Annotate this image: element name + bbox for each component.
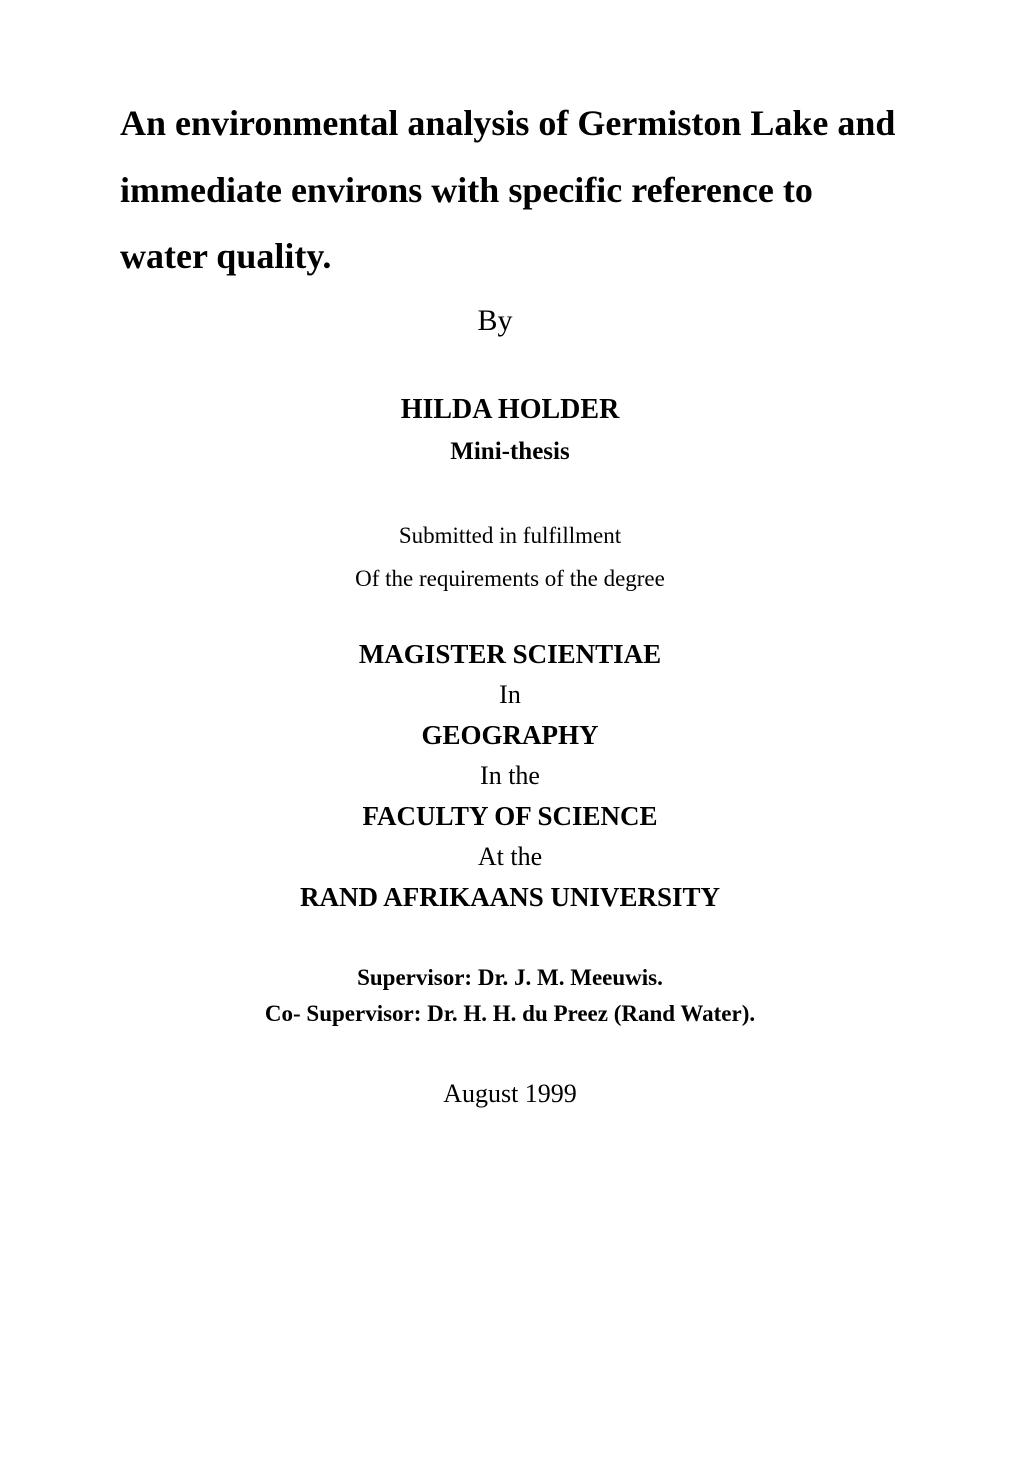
submitted-text: Submitted in fulfillment Of the requirem… bbox=[120, 514, 900, 601]
department-name: GEOGRAPHY bbox=[120, 720, 900, 751]
university-name: RAND AFRIKAANS UNIVERSITY bbox=[120, 882, 900, 913]
at-the-label: At the bbox=[120, 842, 900, 872]
submitted-line-1: Submitted in fulfillment bbox=[399, 523, 621, 548]
thesis-title: An environmental analysis of Germiston L… bbox=[120, 90, 900, 290]
submission-date: August 1999 bbox=[120, 1079, 900, 1109]
in-label: In bbox=[120, 680, 900, 710]
by-label: By bbox=[90, 304, 900, 338]
co-supervisor-line: Co- Supervisor: Dr. H. H. du Preez (Rand… bbox=[120, 1001, 900, 1027]
title-page: An environmental analysis of Germiston L… bbox=[120, 90, 900, 1109]
submitted-line-2: Of the requirements of the degree bbox=[355, 566, 665, 591]
faculty-name: FACULTY OF SCIENCE bbox=[120, 801, 900, 832]
degree-name: MAGISTER SCIENTIAE bbox=[120, 639, 900, 670]
in-the-label: In the bbox=[120, 761, 900, 791]
thesis-subtitle: Mini-thesis bbox=[120, 438, 900, 466]
supervisor-line: Supervisor: Dr. J. M. Meeuwis. bbox=[120, 965, 900, 991]
author-name: HILDA HOLDER bbox=[120, 394, 900, 426]
